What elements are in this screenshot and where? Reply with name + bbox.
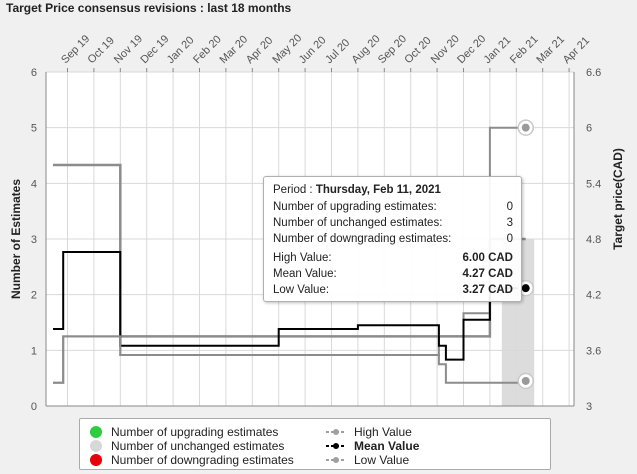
tooltip-label: Number of downgrading estimates: [273,233,452,246]
y-left-tick-label: 4 [31,178,37,190]
x-tick-label: Nov 19 [112,33,145,66]
chart-title: Target Price consensus revisions : last … [6,1,292,15]
x-tick-label: Mar 21 [534,33,567,66]
tooltip-value: 0 [506,233,513,246]
tooltip: Period : Thursday, Feb 11, 2021 Number o… [263,176,522,302]
y-left-tick-label: 6 [31,67,37,79]
legend-item-low[interactable]: Low Value [326,453,409,467]
low-value-marker [521,376,530,385]
tooltip-row: Mean Value: 4.27 CAD [273,266,513,282]
series-line-low-value [53,335,526,384]
y-left-tick-label: 5 [31,123,37,135]
x-tick-label: Nov 20 [429,33,462,66]
x-tick-label: Aug 20 [350,33,383,66]
tooltip-label: Mean Value: [273,267,337,280]
x-tick-label: Jan 20 [165,34,197,66]
x-tick-label: Jul 20 [323,37,352,66]
legend-label: Low Value [354,453,410,467]
x-tick-label: Dec 19 [138,33,171,66]
x-tick-label: Dec 20 [455,33,488,66]
tooltip-period-label: Period : [273,184,316,196]
tooltip-row: Low Value: 3.27 CAD [273,282,513,298]
tooltip-value: 3 [506,217,513,230]
legend: Number of upgrading estimates Number of … [79,418,551,470]
y-left-tick-label: 3 [31,234,37,246]
mean-value-marker [521,284,530,293]
legend-item-mean[interactable]: Mean Value [326,439,419,453]
tooltip-period-value: Thursday, Feb 11, 2021 [315,184,441,196]
legend-label: Mean Value [354,439,420,453]
y-left-tick-label: 1 [31,345,37,357]
legend-item-upgrading[interactable]: Number of upgrading estimates [90,425,278,439]
red-dot-icon [90,454,102,466]
tooltip-value: 0 [506,201,513,213]
tooltip-label: Number of upgrading estimates: [273,201,437,213]
y-axis-right-title: Target price(CAD) [611,148,625,250]
legend-item-downgrading[interactable]: Number of downgrading estimates [90,453,294,467]
x-tick-label: Sep 20 [376,33,409,66]
legend-item-unchanged[interactable]: Number of unchanged estimates [90,439,284,453]
y-right-tick-label: 3 [586,401,592,413]
tooltip-row: Number of downgrading estimates: 0 [273,231,513,247]
legend-item-high[interactable]: High Value [326,425,412,439]
line-marker-icon [326,427,346,437]
legend-label: Number of unchanged estimates [111,439,285,453]
x-tick-label: Sep 19 [59,33,92,66]
grey-dot-icon [90,440,102,452]
line-marker-icon [326,441,346,451]
y-right-tick-label: 4.8 [586,234,601,246]
tooltip-label: Low Value: [273,283,330,296]
legend-label: High Value [354,425,412,439]
tooltip-label: Number of unchanged estimates: [273,217,443,230]
y-left-tick-label: 0 [31,401,37,413]
tooltip-period: Period : Thursday, Feb 11, 2021 [273,182,513,199]
x-tick-label: Feb 21 [508,33,541,66]
x-tick-label: Apr 20 [244,35,275,66]
y-left-tick-label: 2 [31,290,37,302]
x-tick-label: Jan 21 [482,34,514,66]
tooltip-row: High Value: 6.00 CAD [273,250,513,266]
x-tick-label: Apr 21 [561,35,592,66]
x-tick-label: Mar 20 [218,33,251,66]
line-marker-icon [326,455,346,465]
legend-label: Number of upgrading estimates [111,425,279,439]
high-value-marker [521,123,530,132]
y-right-tick-label: 6 [586,123,592,135]
tooltip-value: 3.27 CAD [462,283,514,296]
legend-label: Number of downgrading estimates [111,453,294,467]
y-axis-left-title: Number of Estimates [9,179,23,299]
tooltip-value: 4.27 CAD [462,267,514,280]
tooltip-row: Number of upgrading estimates: 0 [273,199,513,215]
y-right-tick-label: 6.6 [586,67,601,79]
x-tick-label: Feb 20 [191,33,224,66]
y-right-tick-label: 3.6 [586,345,601,357]
tooltip-row: Number of unchanged estimates: 3 [273,215,513,231]
green-dot-icon [90,426,102,438]
y-right-tick-label: 4.2 [586,290,601,302]
series-line-mean-value [53,251,526,361]
tooltip-label: High Value: [273,251,332,264]
tooltip-value: 6.00 CAD [462,251,514,264]
y-right-tick-label: 5.4 [586,178,601,190]
